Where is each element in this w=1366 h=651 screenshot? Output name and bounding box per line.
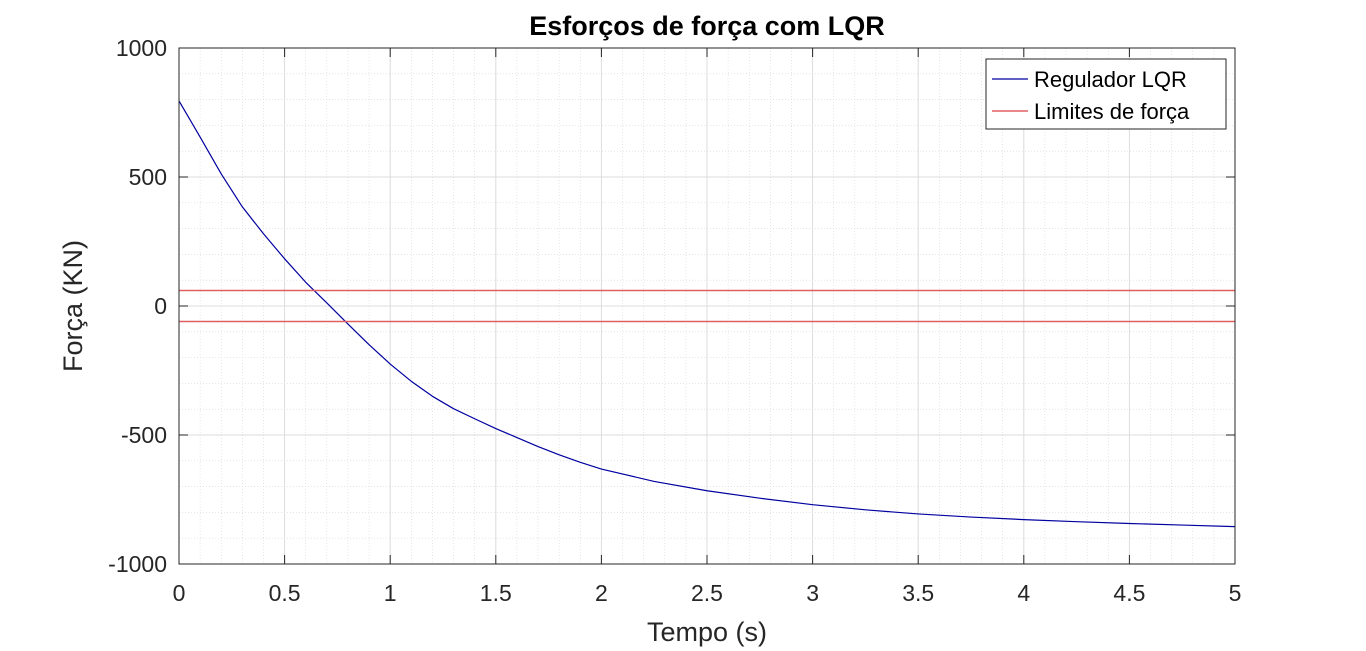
x-tick-label: 3 [806, 580, 819, 606]
legend-box [985, 58, 1227, 130]
x-tick-label: 0 [173, 580, 186, 606]
y-tick-label: -1000 [108, 551, 167, 577]
x-tick-label: 1.5 [480, 580, 512, 606]
x-tick-label: 1 [384, 580, 397, 606]
y-tick-label: 0 [154, 293, 167, 319]
y-axis-ticks: 1000 500 0 -500 -1000 [108, 35, 1235, 577]
chart-title: Esforços de força com LQR [529, 11, 885, 41]
x-tick-label: 4 [1017, 580, 1030, 606]
y-tick-label: -500 [121, 422, 167, 448]
legend-entry-limits: Limites de força [1034, 99, 1190, 124]
legend-entry-lqr: Regulador LQR [1034, 67, 1187, 92]
series-line-lqr [178, 100, 1236, 528]
x-tick-label: 5 [1229, 580, 1242, 606]
x-axis-label: Tempo (s) [647, 617, 767, 647]
y-tick-label: 1000 [116, 35, 167, 61]
x-axis-ticks: 0 0.5 1 1.5 2 2.5 3 3.5 4 4.5 5 [173, 48, 1242, 606]
x-tick-label: 2 [595, 580, 608, 606]
y-tick-label: 500 [129, 164, 167, 190]
x-tick-label: 4.5 [1113, 580, 1145, 606]
legend: Regulador LQR Limites de força [985, 58, 1227, 130]
plot-series [178, 100, 1236, 528]
y-axis-label: Força (KN) [58, 240, 88, 372]
x-tick-label: 2.5 [691, 580, 723, 606]
x-tick-label: 0.5 [269, 580, 301, 606]
x-tick-label: 3.5 [902, 580, 934, 606]
